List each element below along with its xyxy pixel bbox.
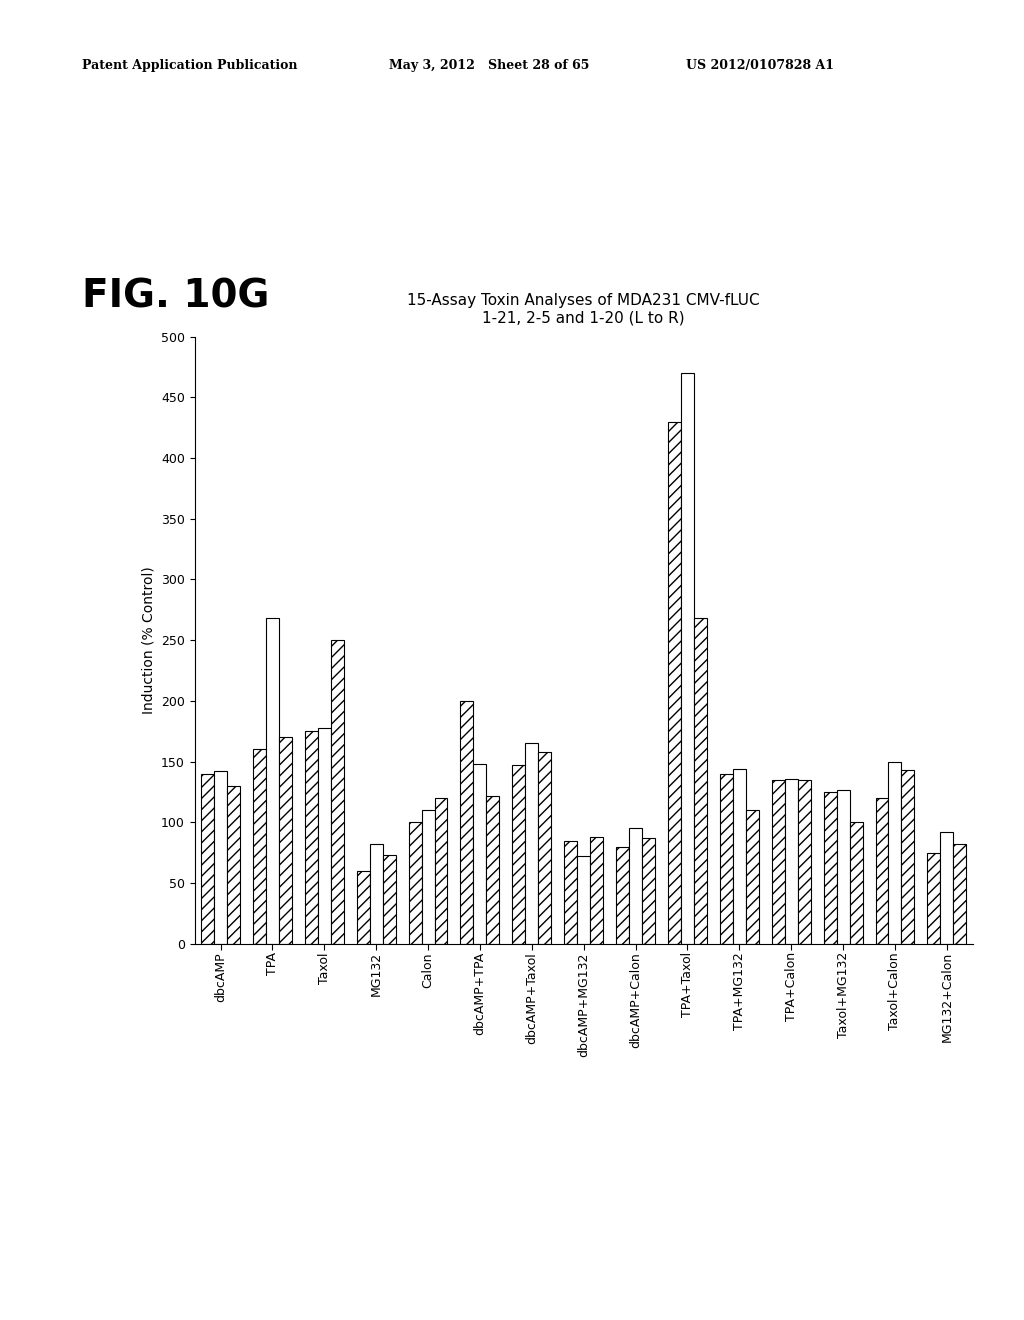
Bar (733, 770, 745, 944)
Bar (214, 771, 227, 944)
Bar (940, 832, 953, 944)
Text: May 3, 2012   Sheet 28 of 65: May 3, 2012 Sheet 28 of 65 (389, 59, 590, 73)
Bar (422, 810, 434, 944)
Bar (473, 764, 486, 944)
Bar (331, 640, 344, 944)
Y-axis label: Induction (% Control): Induction (% Control) (141, 566, 156, 714)
Bar (253, 750, 266, 944)
Title: 15-Assay Toxin Analyses of MDA231 CMV-fLUC
1-21, 2-5 and 1-20 (L to R): 15-Assay Toxin Analyses of MDA231 CMV-fL… (408, 293, 760, 326)
Bar (201, 774, 214, 944)
Text: FIG. 10G: FIG. 10G (82, 277, 269, 315)
Bar (486, 796, 500, 944)
Bar (668, 421, 681, 944)
Bar (629, 829, 642, 944)
Bar (876, 799, 889, 944)
Bar (317, 727, 331, 944)
Bar (837, 789, 850, 944)
Bar (928, 853, 940, 944)
Bar (772, 780, 784, 944)
Bar (564, 841, 578, 944)
Bar (279, 738, 292, 944)
Bar (539, 752, 551, 944)
Bar (370, 845, 383, 944)
Bar (901, 770, 914, 944)
Bar (590, 837, 603, 944)
Bar (953, 845, 967, 944)
Text: US 2012/0107828 A1: US 2012/0107828 A1 (686, 59, 835, 73)
Bar (694, 618, 707, 944)
Bar (578, 857, 590, 944)
Bar (305, 731, 317, 944)
Bar (525, 743, 539, 944)
Bar (745, 810, 759, 944)
Bar (227, 785, 240, 944)
Bar (823, 792, 837, 944)
Bar (434, 799, 447, 944)
Bar (383, 855, 395, 944)
Bar (784, 779, 798, 944)
Bar (889, 762, 901, 944)
Bar (616, 846, 629, 944)
Bar (798, 780, 811, 944)
Bar (850, 822, 862, 944)
Text: Patent Application Publication: Patent Application Publication (82, 59, 297, 73)
Bar (356, 871, 370, 944)
Bar (642, 838, 655, 944)
Bar (512, 766, 525, 944)
Bar (681, 374, 694, 944)
Bar (409, 822, 422, 944)
Bar (720, 774, 733, 944)
Bar (266, 618, 279, 944)
Bar (461, 701, 473, 944)
